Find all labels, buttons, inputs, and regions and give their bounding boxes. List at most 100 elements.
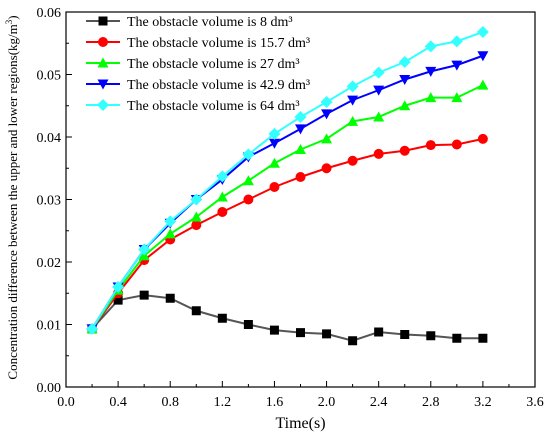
- marker-square: [348, 336, 358, 346]
- marker-triangle-up: [190, 211, 202, 222]
- plot-frame: [65, 11, 536, 388]
- marker-triangle-down: [425, 66, 437, 77]
- x-tick-label: 2.8: [422, 395, 440, 410]
- marker-square: [296, 328, 305, 338]
- legend-item: The obstacle volume is 42.9 dm³: [86, 78, 310, 93]
- x-axis-title: Time(s): [275, 415, 325, 432]
- marker-triangle-up: [425, 92, 437, 103]
- legend-label: The obstacle volume is 8 dm³: [127, 15, 293, 30]
- marker-triangle-down: [321, 109, 333, 120]
- series-line: [91, 54, 484, 330]
- marker-circle: [295, 172, 306, 182]
- marker-circle: [399, 145, 410, 156]
- x-tick-label: 3.2: [474, 395, 492, 410]
- marker-triangle-up: [321, 133, 333, 144]
- y-axis-title-main: Concentration difference between the upp…: [5, 24, 20, 379]
- legend-item: The obstacle volume is 64 dm³: [86, 99, 300, 114]
- marker-diamond: [476, 26, 489, 38]
- marker-circle: [451, 139, 462, 150]
- legend-label: The obstacle volume is 42.9 dm³: [127, 78, 310, 93]
- marker-triangle-up: [268, 157, 280, 168]
- marker-diamond: [216, 170, 229, 183]
- marker-triangle-up: [295, 144, 306, 154]
- marker-circle: [373, 148, 384, 159]
- marker-diamond: [138, 243, 151, 256]
- series-5: [86, 26, 489, 335]
- legend-label: The obstacle volume is 27 dm³: [127, 57, 300, 72]
- marker-diamond: [346, 80, 359, 93]
- series-layer: [86, 26, 489, 346]
- marker-triangle-up: [216, 191, 228, 202]
- marker-triangle-down: [97, 79, 109, 90]
- legend: The obstacle volume is 8 dm³ The obstacle…: [86, 15, 310, 114]
- marker-square: [243, 320, 253, 329]
- y-tick-label: 0.00: [37, 381, 62, 396]
- legend-item: The obstacle volume is 27 dm³: [86, 57, 300, 72]
- marker-triangle-up: [477, 79, 489, 90]
- marker-triangle-up: [242, 175, 254, 186]
- marker-square: [98, 16, 108, 26]
- y-axis-title-superscript: 3: [4, 19, 14, 24]
- series-2: [87, 133, 488, 334]
- marker-circle: [191, 220, 202, 231]
- marker-diamond: [372, 66, 385, 79]
- y-tick-label: 0.05: [37, 69, 62, 84]
- marker-triangle-up: [451, 92, 463, 103]
- x-tick-label: 2.0: [318, 395, 336, 410]
- marker-square: [269, 325, 279, 335]
- legend-label: The obstacle volume is 15.7 dm³: [127, 36, 310, 51]
- x-tick-label: 0.4: [109, 395, 127, 410]
- marker-diamond: [190, 193, 203, 206]
- series-line: [91, 137, 484, 330]
- marker-triangle-up: [97, 57, 109, 68]
- y-axis-title: Concentration difference between the upp…: [4, 15, 20, 379]
- marker-circle: [243, 194, 254, 205]
- marker-triangle-up: [373, 111, 385, 122]
- marker-triangle-down: [268, 138, 280, 149]
- marker-diamond: [242, 148, 255, 161]
- marker-diamond: [398, 56, 411, 68]
- tick-labels: 0.0 0.4 0.8 1.2 1.6 2.0 2.4 2.8 3.2 3.6 0.00 0.01 0.…: [37, 6, 544, 410]
- marker-circle: [321, 163, 332, 174]
- marker-diamond: [268, 127, 281, 140]
- marker-triangle-down: [347, 95, 359, 106]
- marker-square: [452, 333, 462, 343]
- marker-triangle-up: [399, 100, 411, 111]
- marker-square: [113, 295, 123, 305]
- marker-square: [374, 327, 384, 337]
- legend-label: The obstacle volume is 64 dm³: [127, 99, 300, 114]
- x-tick-label: 0.0: [57, 395, 75, 410]
- y-tick-label: 0.06: [37, 6, 62, 21]
- series-1: [87, 290, 488, 346]
- marker-triangle-up: [347, 115, 359, 126]
- marker-diamond: [86, 322, 99, 335]
- marker-diamond: [320, 96, 333, 108]
- marker-circle: [269, 182, 280, 192]
- marker-square: [400, 330, 410, 339]
- x-tick-label: 1.2: [214, 395, 232, 410]
- legend-item: The obstacle volume is 15.7 dm³: [86, 36, 310, 51]
- marker-square: [478, 333, 488, 343]
- marker-diamond: [424, 40, 437, 53]
- y-tick-label: 0.03: [37, 194, 62, 209]
- marker-circle: [477, 133, 488, 144]
- marker-triangle-down: [399, 75, 411, 85]
- marker-diamond: [164, 215, 177, 228]
- marker-square: [322, 329, 332, 339]
- series-line: [91, 84, 484, 330]
- marker-circle: [217, 207, 228, 217]
- marker-square: [191, 306, 201, 316]
- series-line: [91, 294, 483, 342]
- marker-circle: [347, 155, 358, 166]
- x-tick-label: 3.6: [526, 395, 544, 410]
- marker-triangle-down: [295, 124, 306, 135]
- marker-diamond: [97, 99, 109, 111]
- marker-diamond: [450, 35, 463, 48]
- marker-square: [426, 331, 436, 341]
- marker-triangle-down: [477, 51, 489, 62]
- marker-triangle-down: [451, 60, 463, 71]
- y-tick-label: 0.04: [37, 131, 62, 146]
- y-tick-label: 0.01: [37, 319, 62, 334]
